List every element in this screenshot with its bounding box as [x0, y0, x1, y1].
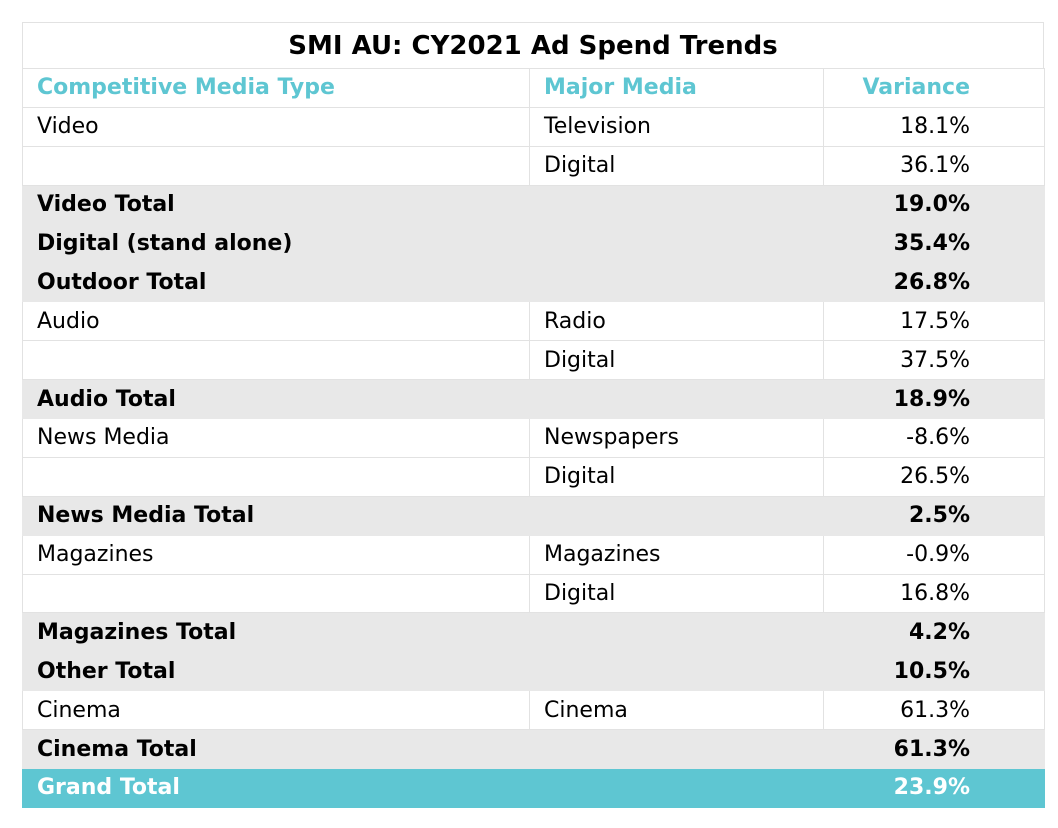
header-row: Competitive Media Type Major Media Varia…	[22, 68, 1045, 108]
media-type-cell: Outdoor Total	[22, 262, 530, 303]
total-row: News Media Total 2.5%	[22, 495, 1045, 536]
header-major-media: Major Media	[529, 68, 824, 108]
media-type-cell: Digital (stand alone)	[22, 223, 530, 264]
major-media-cell: Cinema	[529, 690, 824, 731]
variance-cell: 18.1%	[823, 106, 1045, 147]
total-row: Video Total 19.0%	[22, 184, 1045, 225]
table-body: Video Television 18.1% Digital 36.1% Video To…	[22, 106, 1045, 808]
major-media-cell	[529, 729, 824, 770]
media-type-cell: Video	[22, 106, 530, 147]
total-row: Magazines Total 4.2%	[22, 612, 1045, 653]
variance-cell: 17.5%	[823, 301, 1045, 342]
table-row: Cinema Cinema 61.3%	[22, 690, 1045, 731]
media-type-cell	[22, 145, 530, 186]
variance-cell: 4.2%	[823, 612, 1045, 653]
variance-cell: 35.4%	[823, 223, 1045, 264]
variance-cell: 61.3%	[823, 690, 1045, 731]
ad-spend-table: Competitive Media Type Major Media Varia…	[22, 68, 1045, 808]
variance-cell: 37.5%	[823, 340, 1045, 381]
variance-cell: 26.8%	[823, 262, 1045, 303]
grand-total-variance: 23.9%	[823, 768, 1045, 808]
major-media-cell	[529, 651, 824, 692]
major-media-cell	[529, 495, 824, 536]
variance-cell: -8.6%	[823, 418, 1045, 458]
media-type-cell: Audio Total	[22, 379, 530, 420]
table-row: Video Television 18.1%	[22, 106, 1045, 147]
header-variance: Variance	[823, 68, 1045, 108]
total-row: Audio Total 18.9%	[22, 379, 1045, 420]
major-media-cell	[529, 379, 824, 420]
variance-cell: 19.0%	[823, 184, 1045, 225]
major-media-cell	[529, 262, 824, 303]
table-row: Magazines Magazines -0.9%	[22, 534, 1045, 575]
table-title: SMI AU: CY2021 Ad Spend Trends	[22, 22, 1044, 68]
total-row: Cinema Total 61.3%	[22, 729, 1045, 770]
variance-cell: 10.5%	[823, 651, 1045, 692]
table-row: Digital 26.5%	[22, 456, 1045, 497]
table-row: Audio Radio 17.5%	[22, 301, 1045, 342]
media-type-cell	[22, 340, 530, 381]
variance-cell: 18.9%	[823, 379, 1045, 420]
media-type-cell: Video Total	[22, 184, 530, 225]
major-media-cell: Digital	[529, 573, 824, 614]
major-media-cell	[529, 223, 824, 264]
major-media-cell: Digital	[529, 340, 824, 381]
major-media-cell	[529, 184, 824, 225]
media-type-cell: News Media	[22, 418, 530, 458]
major-media-cell: Magazines	[529, 534, 824, 575]
variance-cell: 36.1%	[823, 145, 1045, 186]
major-media-cell: Digital	[529, 145, 824, 186]
grand-total-label: Grand Total	[22, 768, 824, 808]
major-media-cell: Newspapers	[529, 418, 824, 458]
table-row: Digital 16.8%	[22, 573, 1045, 614]
variance-cell: 2.5%	[823, 495, 1045, 536]
media-type-cell: News Media Total	[22, 495, 530, 536]
media-type-cell: Cinema Total	[22, 729, 530, 770]
header-competitive-media-type: Competitive Media Type	[22, 68, 530, 108]
total-row: Outdoor Total 26.8%	[22, 262, 1045, 303]
variance-cell: 61.3%	[823, 729, 1045, 770]
major-media-cell: Television	[529, 106, 824, 147]
variance-cell: 16.8%	[823, 573, 1045, 614]
major-media-cell: Digital	[529, 456, 824, 497]
table-row: Digital 36.1%	[22, 145, 1045, 186]
ad-spend-table-container: SMI AU: CY2021 Ad Spend Trends Competiti…	[22, 22, 1045, 808]
media-type-cell: Cinema	[22, 690, 530, 731]
total-row: Other Total 10.5%	[22, 651, 1045, 692]
media-type-cell: Magazines	[22, 534, 530, 575]
table-row: Digital 37.5%	[22, 340, 1045, 381]
major-media-cell: Radio	[529, 301, 824, 342]
major-media-cell	[529, 612, 824, 653]
media-type-cell: Audio	[22, 301, 530, 342]
grand-total-row: Grand Total 23.9%	[22, 768, 1045, 808]
total-row: Digital (stand alone) 35.4%	[22, 223, 1045, 264]
media-type-cell: Other Total	[22, 651, 530, 692]
media-type-cell	[22, 456, 530, 497]
table-row: News Media Newspapers -8.6%	[22, 418, 1045, 458]
media-type-cell: Magazines Total	[22, 612, 530, 653]
media-type-cell	[22, 573, 530, 614]
variance-cell: -0.9%	[823, 534, 1045, 575]
variance-cell: 26.5%	[823, 456, 1045, 497]
